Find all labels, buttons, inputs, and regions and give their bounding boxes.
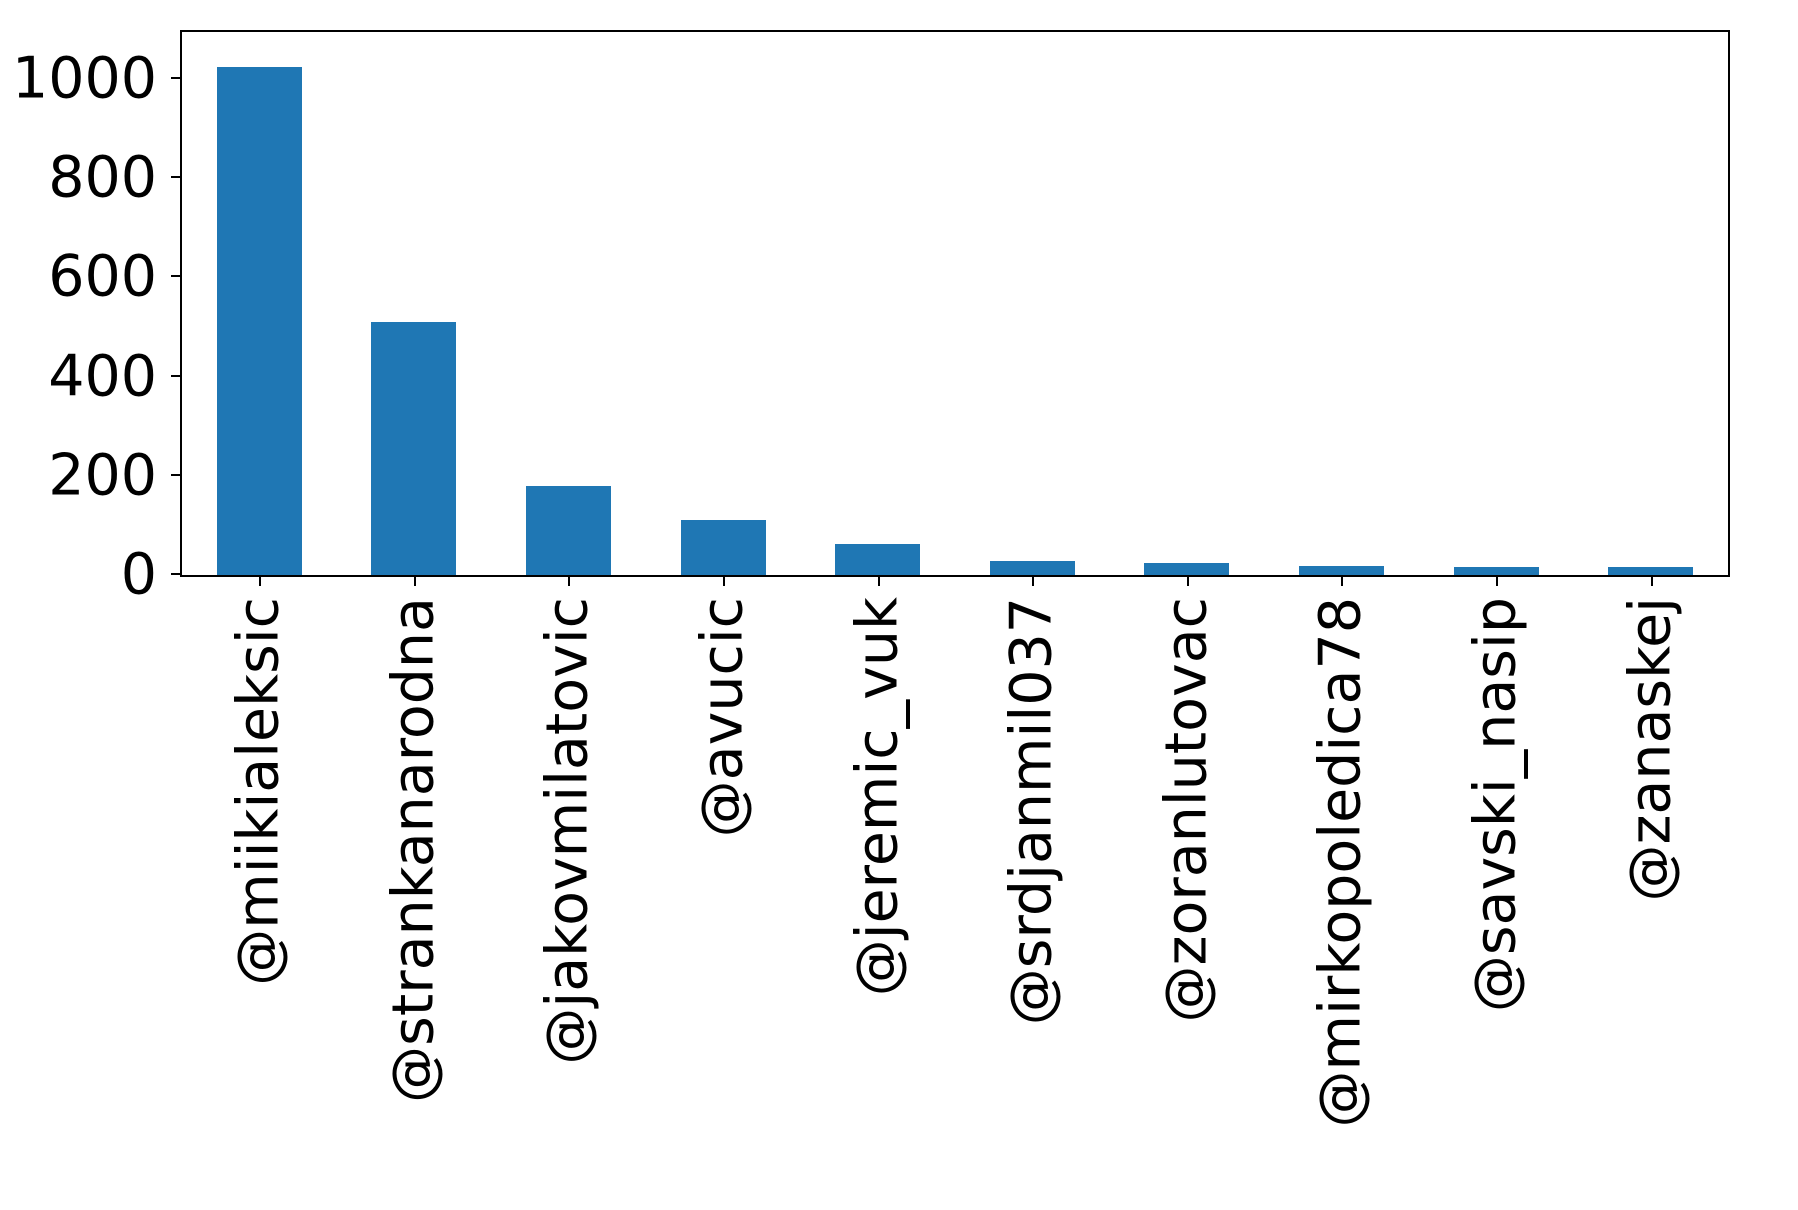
y-axis-label-800: 800 bbox=[48, 144, 157, 211]
x-axis-tick-mark bbox=[413, 575, 416, 586]
plot-area: @miikialeksic @strankanarodna @jakovmilato… bbox=[182, 32, 1728, 1127]
y-axis-tick-mark: 600 bbox=[48, 248, 182, 305]
bar-slot: @zoranlutovac bbox=[1110, 32, 1265, 1022]
x-axis-label-mirkopoledica78: @mirkopoledica78 bbox=[1307, 597, 1374, 1128]
y-axis-label-400: 400 bbox=[48, 343, 157, 410]
x-axis-tick-mark bbox=[723, 575, 726, 586]
bar-jakovmilatovic[interactable] bbox=[525, 485, 611, 575]
x-axis-label-zanaskej: @zanaskej bbox=[1617, 597, 1684, 902]
x-axis-tick-mark bbox=[1650, 575, 1653, 586]
x-axis-tick-mark bbox=[259, 575, 262, 586]
y-axis-label-200: 200 bbox=[48, 442, 157, 509]
bar-zanaskej[interactable] bbox=[1608, 567, 1694, 575]
x-axis-tick-mark bbox=[1032, 575, 1035, 586]
x-axis-label-zoranlutovac: @zoranlutovac bbox=[1153, 597, 1220, 1023]
x-axis-label-miikialeksic: @miikialeksic bbox=[225, 597, 292, 986]
bar-miikialeksic[interactable] bbox=[216, 66, 302, 575]
y-axis-label-600: 600 bbox=[48, 243, 157, 310]
x-axis-tick-mark bbox=[1186, 575, 1189, 586]
x-axis-tick-mark bbox=[877, 575, 880, 586]
bar-jeremic_vuk[interactable] bbox=[835, 543, 921, 575]
bar-savski_nasip[interactable] bbox=[1453, 566, 1539, 575]
y-axis-tick-mark: 800 bbox=[48, 149, 182, 206]
bar-strankanarodna[interactable] bbox=[371, 321, 457, 575]
y-axis-tick-mark: 0 bbox=[121, 546, 182, 603]
bar-avucic[interactable] bbox=[680, 520, 766, 575]
x-axis-label-avucic: @avucic bbox=[689, 597, 756, 838]
x-axis-tick-mark bbox=[1496, 575, 1499, 586]
x-axis-tick-mark bbox=[1341, 575, 1344, 586]
bar-slot: @avucic bbox=[646, 32, 801, 837]
bar-zoranlutovac[interactable] bbox=[1144, 563, 1230, 575]
y-axis-tick-mark: 400 bbox=[48, 348, 182, 405]
x-axis-tick-mark bbox=[568, 575, 571, 586]
bar-slot: @zanaskej bbox=[1573, 32, 1728, 901]
bar-slot: @strankanarodna bbox=[337, 32, 492, 1103]
bar-srdjanmil037[interactable] bbox=[989, 561, 1075, 575]
bar-mirkopoledica78[interactable] bbox=[1298, 565, 1384, 575]
bar-slot: @jeremic_vuk bbox=[800, 32, 955, 996]
y-axis-tick-mark: 200 bbox=[48, 447, 182, 504]
x-axis-label-savski_nasip: @savski_nasip bbox=[1462, 597, 1529, 1013]
bar-slot: @miikialeksic bbox=[182, 32, 337, 986]
bar-slot: @jakovmilatovic bbox=[491, 32, 646, 1065]
x-axis-label-jakovmilatovic: @jakovmilatovic bbox=[534, 597, 601, 1065]
bar-slot: @mirkopoledica78 bbox=[1264, 32, 1419, 1127]
x-axis-label-jeremic_vuk: @jeremic_vuk bbox=[844, 597, 911, 997]
x-axis-label-strankanarodna: @strankanarodna bbox=[380, 597, 447, 1103]
y-axis-label-1000: 1000 bbox=[11, 45, 157, 112]
y-axis-label-0: 0 bbox=[120, 541, 157, 608]
x-axis-label-srdjanmil037: @srdjanmil037 bbox=[998, 597, 1065, 1026]
chart-axes: @miikialeksic @strankanarodna @jakovmilato… bbox=[12, 30, 1730, 1127]
y-axis-tick-mark: 1000 bbox=[12, 50, 182, 107]
bar-slot: @savski_nasip bbox=[1419, 32, 1574, 1012]
bar-slot: @srdjanmil037 bbox=[955, 32, 1110, 1025]
